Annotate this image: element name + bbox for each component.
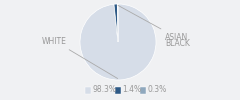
Text: BLACK: BLACK bbox=[165, 38, 190, 48]
Wedge shape bbox=[114, 4, 118, 42]
FancyBboxPatch shape bbox=[85, 86, 91, 94]
FancyBboxPatch shape bbox=[115, 86, 121, 94]
Text: ASIAN: ASIAN bbox=[118, 5, 188, 42]
FancyBboxPatch shape bbox=[140, 86, 146, 94]
Text: 1.4%: 1.4% bbox=[122, 86, 142, 94]
Wedge shape bbox=[117, 4, 118, 42]
Text: WHITE: WHITE bbox=[42, 36, 118, 78]
Wedge shape bbox=[80, 4, 156, 80]
Text: 98.3%: 98.3% bbox=[92, 86, 116, 94]
Text: 0.3%: 0.3% bbox=[148, 86, 167, 94]
